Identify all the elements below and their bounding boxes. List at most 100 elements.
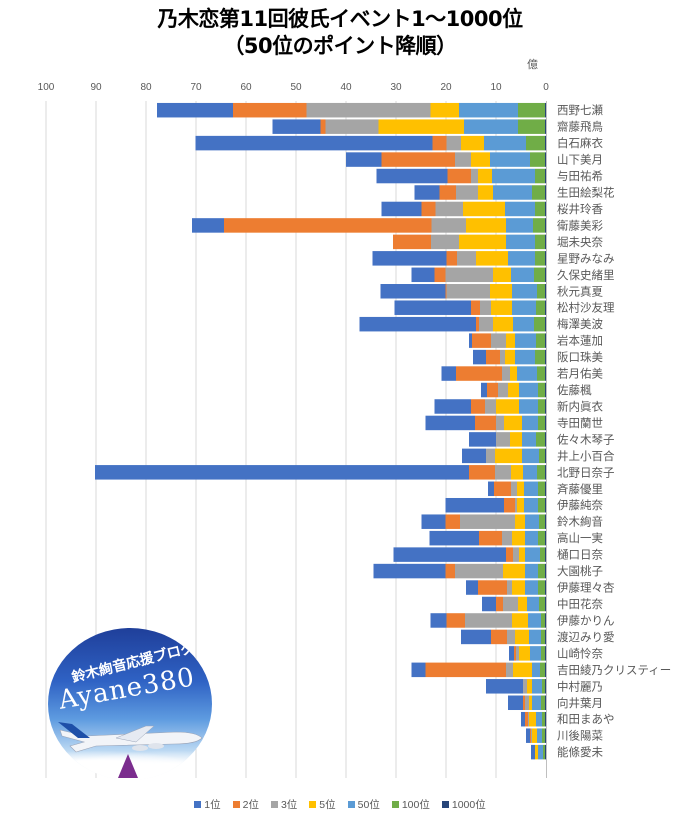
legend-item: 1位 [194, 797, 221, 812]
category-label: 渡辺みり愛 [557, 630, 615, 644]
category-label: 寺田蘭世 [557, 416, 603, 430]
bar-segment [496, 415, 504, 431]
bar-segment [545, 646, 546, 661]
bar-segment [461, 629, 491, 645]
bar-segment [515, 333, 536, 348]
category-label: 伊藤純奈 [557, 498, 603, 512]
bar-segment [513, 316, 534, 332]
bar-segment [472, 333, 491, 348]
bar-segment [545, 465, 546, 480]
category-label: 井上小百合 [557, 449, 615, 463]
bar-segment [545, 284, 546, 299]
bar-segment [492, 168, 535, 184]
category-label: 与田祐希 [557, 169, 603, 183]
category-label: 秋元真夏 [557, 284, 603, 298]
category-label: 久保史緒里 [557, 268, 615, 282]
bar-segment [537, 728, 542, 743]
bar-segment [471, 300, 480, 315]
bar-segment [378, 119, 464, 134]
category-label: 向井葉月 [557, 696, 603, 710]
bar-segment [545, 399, 546, 414]
bar-segment [509, 646, 514, 661]
bar-segment [272, 119, 321, 134]
category-label: 星野みなみ [557, 251, 615, 265]
bar-segment [538, 580, 545, 595]
bar-segment [524, 481, 538, 497]
category-label: 高山一実 [557, 531, 603, 545]
bar-segment [519, 646, 530, 661]
bar-segment [446, 251, 457, 266]
category-label: 山下美月 [557, 153, 603, 167]
category-label: 西野七瀬 [557, 103, 603, 117]
bar-segment [465, 613, 512, 628]
bar-segment [545, 728, 546, 743]
bar-segment [539, 596, 545, 612]
chart-subtitle: （50位のポイント降順） [223, 34, 457, 58]
bar-segment [482, 596, 496, 612]
bar-segment [432, 135, 447, 151]
bar-segment [445, 267, 493, 283]
bar-segment [515, 629, 529, 645]
category-label: 生田絵梨花 [557, 186, 615, 200]
bar-segment [511, 465, 523, 480]
bar-segment [532, 662, 540, 678]
bar-segment [455, 152, 471, 167]
category-label: 和田まあや [557, 712, 615, 726]
bar-segment [536, 333, 545, 348]
bar-segment [486, 679, 523, 694]
bar-segment [393, 234, 431, 250]
bar-segment [500, 349, 505, 365]
bar-segment [512, 300, 536, 315]
bar-segment [515, 514, 525, 529]
legend-item: 5位 [309, 797, 336, 812]
bar-segment [476, 251, 508, 266]
bar-segment [430, 102, 459, 118]
bar-segment [545, 366, 546, 381]
bar-segment [490, 284, 512, 299]
bar-segment [525, 563, 538, 579]
bar-segment [535, 744, 538, 760]
legend-swatch [347, 801, 355, 808]
bar-segment [542, 711, 545, 727]
bar-segment [505, 349, 515, 365]
bar-segment [545, 596, 546, 612]
bar-segment [446, 613, 465, 628]
bar-segment [508, 695, 523, 711]
category-label: 岩本蓮加 [557, 334, 603, 348]
bar-segment [445, 284, 447, 299]
category-label: 若月佑美 [557, 367, 603, 381]
bar-segment [446, 284, 490, 299]
bar-segment [473, 349, 486, 365]
bar-segment [525, 580, 538, 595]
bar-segment [523, 695, 525, 711]
category-label: 佐藤楓 [557, 383, 592, 397]
bar-segment [463, 201, 505, 217]
bar-segment [532, 679, 542, 694]
bar-segment [545, 218, 546, 233]
bar-segment [506, 218, 533, 233]
category-label: 阪口珠美 [557, 350, 603, 364]
bar-segment [192, 218, 224, 233]
bar-segment [545, 580, 546, 595]
bar-segment [429, 530, 479, 546]
legend-item: 2位 [232, 797, 259, 812]
chart-legend: 1位 2位 3位 5位 50位 100位 1000位 [0, 797, 680, 812]
bar-segment [466, 580, 478, 595]
bar-segment [541, 613, 545, 628]
bar-segment [542, 728, 545, 743]
bar-segment [471, 399, 485, 414]
bar-segment [496, 596, 503, 612]
bar-segment [545, 234, 546, 250]
category-label: 齋藤飛鳥 [557, 120, 603, 134]
legend-swatch [232, 801, 240, 808]
bar-segment [414, 185, 440, 200]
bar-segment [535, 349, 545, 365]
bar-segment [538, 481, 545, 497]
bar-segment [431, 218, 466, 233]
bar-segment [394, 300, 471, 315]
bar-segment [514, 646, 516, 661]
bar-segment [519, 547, 525, 562]
bar-segment [484, 135, 526, 151]
bar-segment [504, 497, 515, 513]
bar-segment [545, 448, 546, 464]
